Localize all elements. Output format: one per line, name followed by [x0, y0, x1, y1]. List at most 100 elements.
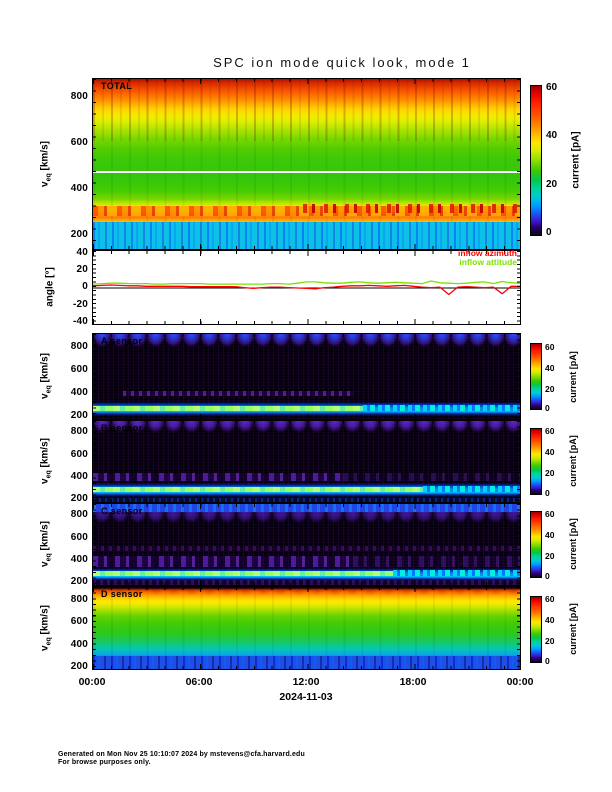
- angle-ytick-0: 0: [82, 281, 88, 292]
- d-sensor-panel: D sensor: [92, 586, 521, 670]
- a-beam-choppy: [363, 405, 520, 411]
- a-beam-core: [93, 406, 363, 411]
- b-ytick-600: 600: [70, 449, 88, 460]
- angle-ytick-20: 20: [76, 264, 88, 275]
- c-cb-0: 0: [545, 571, 550, 581]
- footer-generated-line: Generated on Mon Nov 25 10:10:07 2024 by…: [58, 751, 305, 758]
- total-hot-band-right: [303, 204, 520, 213]
- c-400kms-band-right: [353, 556, 520, 567]
- a-cb-60: 60: [545, 342, 555, 352]
- c-ytick-400: 400: [70, 554, 88, 565]
- b-cb-0: 0: [545, 488, 550, 498]
- b-ytick-200: 200: [70, 493, 88, 504]
- a-ytick-400: 400: [70, 387, 88, 398]
- d-ylabel: veq [km/s]: [39, 605, 53, 651]
- c-cb-20: 20: [545, 551, 555, 561]
- figure-title: SPC ion mode quick look, mode 1: [213, 55, 471, 70]
- c-cb-60: 60: [545, 509, 555, 519]
- b-colorbar: [530, 428, 542, 495]
- d-column-shading: [93, 587, 520, 669]
- b-sensor-panel: B sensor: [92, 420, 521, 503]
- angle-ylabel: angle [°]: [44, 267, 56, 307]
- a-ylabel: veq [km/s]: [39, 353, 53, 399]
- d-cb-40: 40: [545, 615, 555, 625]
- c-ylabel: veq [km/s]: [39, 521, 53, 567]
- d-ytick-400: 400: [70, 639, 88, 650]
- xtick-1200: 12:00: [292, 676, 320, 688]
- total-ytick-800: 800: [70, 91, 88, 102]
- total-heatmap: [93, 79, 520, 249]
- a-400kms-trace: [123, 391, 353, 396]
- a-colorbar: [530, 343, 542, 410]
- a-cb-20: 20: [545, 384, 555, 394]
- angle-ytick-m40: -40: [72, 316, 88, 327]
- d-cb-60: 60: [545, 594, 555, 604]
- total-spectrogram-panel: TOTAL: [92, 78, 521, 250]
- d-heatmap: [93, 587, 520, 669]
- total-column-shading: [93, 79, 520, 249]
- xtick-1800: 18:00: [399, 676, 427, 688]
- c-ytick-800: 800: [70, 509, 88, 520]
- c-sensor-panel: C sensor: [92, 503, 521, 586]
- angle-plot-svg: [93, 280, 520, 296]
- a-cb-40: 40: [545, 363, 555, 373]
- a-cb-label: current [pA]: [568, 351, 578, 403]
- angle-series-inflow-attitude: [93, 280, 520, 285]
- d-cb-0: 0: [545, 656, 550, 666]
- total-top-striping: [93, 79, 520, 141]
- d-cb-label: current [pA]: [568, 603, 578, 655]
- total-white-gap-line: [93, 171, 520, 173]
- b-cb-40: 40: [545, 447, 555, 457]
- c-beam-core: [93, 571, 393, 576]
- b-ytick-800: 800: [70, 426, 88, 437]
- c-colorbar: [530, 511, 542, 578]
- c-top-scallops: [93, 512, 520, 526]
- a-panel-label: A sensor: [101, 336, 143, 346]
- footer-browse-line: For browse purposes only.: [58, 759, 151, 766]
- b-ylabel: veq [km/s]: [39, 438, 53, 484]
- d-ytick-800: 800: [70, 594, 88, 605]
- total-ytick-200: 200: [70, 229, 88, 240]
- angle-ytick-m20: -20: [72, 299, 88, 310]
- a-sensor-panel: A sensor: [92, 333, 521, 420]
- b-panel-label: B sensor: [101, 423, 143, 433]
- total-panel-label: TOTAL: [101, 81, 133, 91]
- c-cb-40: 40: [545, 530, 555, 540]
- d-cb-20: 20: [545, 636, 555, 646]
- d-top-scallops: [93, 589, 520, 599]
- total-cb-tick-0: 0: [546, 227, 552, 238]
- b-400kms-band-right: [343, 473, 520, 481]
- total-cb-label: current [pA]: [570, 131, 582, 189]
- d-ytick-200: 200: [70, 661, 88, 672]
- date-label: 2024-11-03: [279, 691, 333, 703]
- d-colorbar: [530, 596, 542, 663]
- total-cb-tick-60: 60: [546, 82, 558, 93]
- total-cb-tick-20: 20: [546, 179, 558, 190]
- c-450kms-speckles: [93, 546, 520, 551]
- b-ytick-400: 400: [70, 471, 88, 482]
- d-panel-label: D sensor: [101, 589, 143, 599]
- legend-inflow-azimuth: inflow azimuth: [457, 248, 517, 258]
- b-cb-20: 20: [545, 468, 555, 478]
- b-beam-choppy: [423, 486, 520, 492]
- xtick-0000-left: 00:00: [78, 676, 106, 688]
- angle-series-inflow-azimuth: [93, 284, 520, 296]
- a-ytick-800: 800: [70, 341, 88, 352]
- angle-panel: [92, 250, 521, 325]
- b-beam-core: [93, 487, 423, 492]
- a-ytick-600: 600: [70, 364, 88, 375]
- c-400kms-band: [93, 556, 353, 567]
- total-cb-tick-40: 40: [546, 130, 558, 141]
- total-ytick-600: 600: [70, 137, 88, 148]
- total-ytick-400: 400: [70, 183, 88, 194]
- b-400kms-band: [93, 473, 343, 481]
- a-cb-0: 0: [545, 403, 550, 413]
- total-ylabel: veq [km/s]: [39, 141, 53, 187]
- b-cb-60: 60: [545, 426, 555, 436]
- c-panel-label: C sensor: [101, 506, 143, 516]
- c-beam-choppy: [393, 570, 520, 576]
- total-colorbar: [530, 85, 542, 236]
- c-ytick-600: 600: [70, 532, 88, 543]
- xtick-0600: 06:00: [185, 676, 213, 688]
